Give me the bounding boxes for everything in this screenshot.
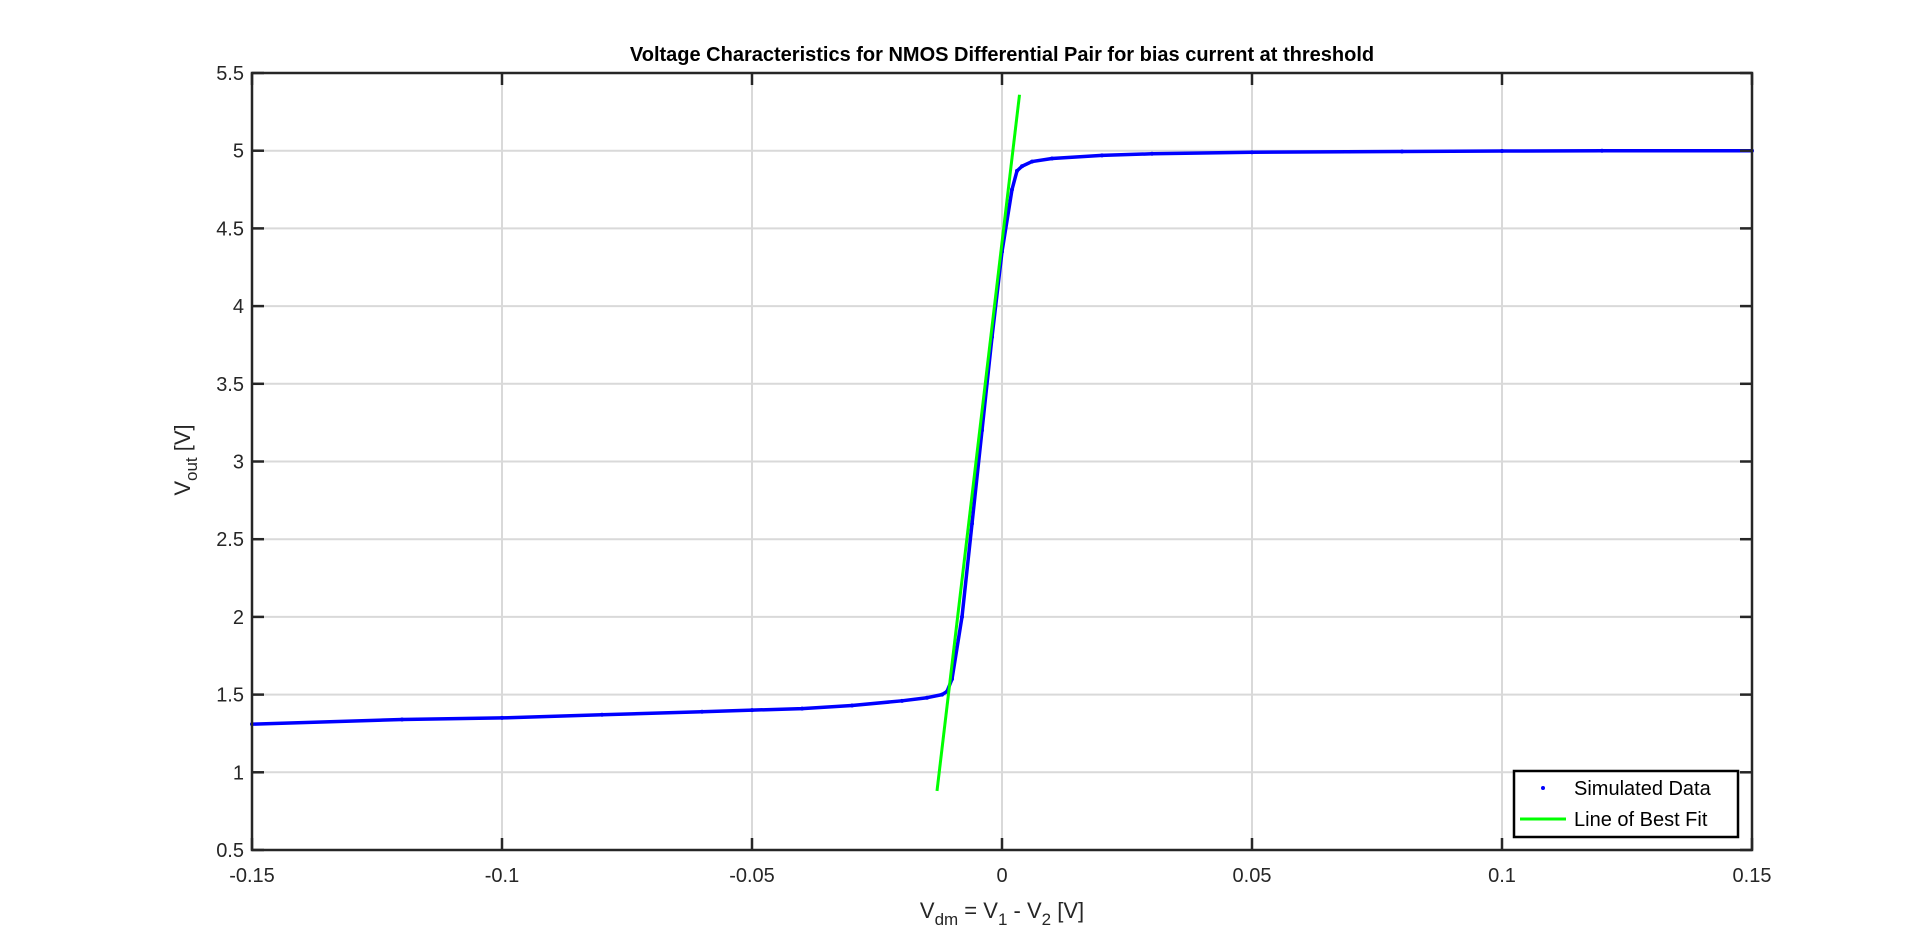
- simulated-data-point: [800, 706, 804, 711]
- legend: Simulated Data Line of Best Fit: [1512, 769, 1740, 839]
- y-tick-label: 1.5: [216, 685, 244, 707]
- x-axis-label: Vdm = V1 - V2 [V]: [920, 898, 1084, 929]
- x-axis-label-tail: [V]: [1051, 898, 1084, 923]
- y-tick-label: 3: [233, 452, 244, 474]
- simulated-data-point: [700, 709, 704, 714]
- simulated-data-point: [1150, 151, 1154, 156]
- y-tick-label: 2.5: [216, 529, 244, 551]
- x-axis-label-rest2: - V: [1007, 898, 1042, 923]
- simulated-data-point: [600, 712, 604, 717]
- ticks: -0.15 -0.1 -0.05 0 0.05 0.1 0.15 0.5 1 1.5 2 2.5 3 3.…: [216, 63, 1771, 887]
- y-tick-label: 5.5: [216, 63, 244, 85]
- x-tick-label: 0.1: [1488, 865, 1516, 887]
- y-tick-label: 1: [233, 762, 244, 784]
- y-tick-label: 4: [233, 296, 244, 318]
- x-axis-label-sub2: 2: [1042, 910, 1051, 929]
- y-tick-label: 0.5: [216, 840, 244, 862]
- x-axis-label-sub: dm: [935, 910, 959, 929]
- x-axis-label-rest1: = V: [958, 898, 998, 923]
- x-tick-label: -0.1: [485, 865, 519, 887]
- simulated-data-point: [750, 708, 754, 713]
- simulated-data-point: [1600, 148, 1604, 153]
- simulated-data-point: [970, 521, 974, 526]
- simulated-data-point: [925, 695, 929, 700]
- y-tick-label: 2: [233, 607, 244, 629]
- series-line-of-best-fit: [935, 94, 1021, 792]
- simulated-data-point: [1500, 149, 1504, 154]
- simulated-data-point: [850, 703, 854, 708]
- simulated-data-point: [500, 715, 504, 720]
- x-tick-label: -0.05: [729, 865, 775, 887]
- y-axis-label-tail: [V]: [170, 424, 195, 457]
- simulated-data-point: [1050, 156, 1054, 161]
- x-axis-label-sub1: 1: [998, 910, 1007, 929]
- y-axis-label-sub: out: [182, 457, 201, 481]
- legend-box: [1512, 769, 1740, 839]
- simulated-data-point: [1400, 149, 1404, 154]
- series-simulated-data-curve: [251, 148, 1752, 726]
- simulated-data-point: [1100, 153, 1104, 158]
- simulated-data-point: [1010, 187, 1014, 192]
- y-tick-label: 4.5: [216, 218, 244, 240]
- x-tick-label: 0.15: [1733, 865, 1772, 887]
- chart-title: Voltage Characteristics for NMOS Differe…: [630, 44, 1374, 66]
- legend-marker-simulated-data: [1541, 786, 1545, 790]
- x-tick-label: 0: [996, 865, 1007, 887]
- y-axis-label: Vout [V]: [170, 424, 201, 495]
- legend-label-simulated-data: Simulated Data: [1574, 778, 1712, 800]
- x-tick-label: -0.15: [229, 865, 275, 887]
- y-axis-label-main: V: [170, 481, 195, 496]
- x-axis-label-main: V: [920, 898, 935, 923]
- simulated-data-point: [400, 717, 404, 722]
- simulated-data-point: [900, 698, 904, 703]
- simulated-data-point: [940, 692, 944, 697]
- legend-label-line-of-best-fit: Line of Best Fit: [1574, 809, 1708, 831]
- simulated-data-point: [1015, 168, 1019, 173]
- simulated-data-point: [1020, 164, 1024, 169]
- simulated-data-point: [960, 614, 964, 619]
- y-tick-label: 5: [233, 141, 244, 163]
- x-tick-label: 0.05: [1233, 865, 1272, 887]
- simulated-data-point: [1030, 159, 1034, 164]
- simulated-data-point: [1250, 150, 1254, 155]
- y-tick-label: 3.5: [216, 374, 244, 396]
